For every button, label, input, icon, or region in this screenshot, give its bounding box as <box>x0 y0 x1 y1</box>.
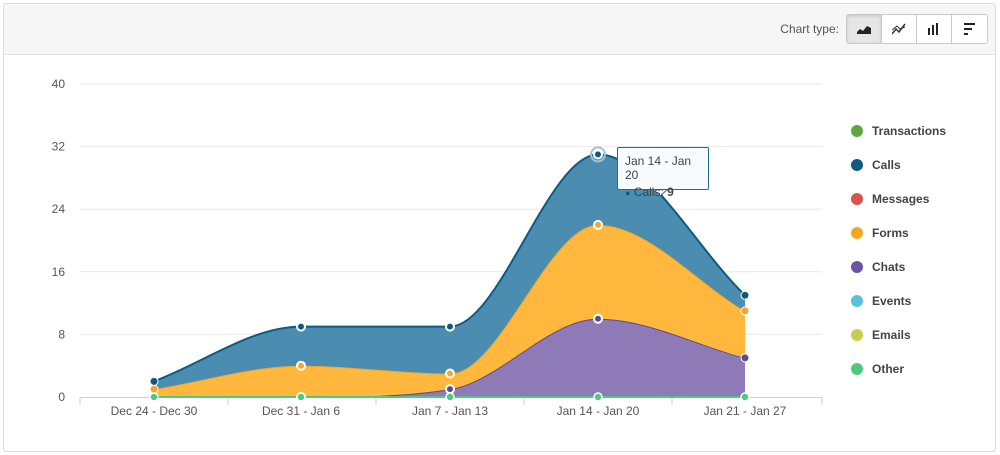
bar-chart-icon <box>928 23 938 35</box>
y-tick-label: 24 <box>52 202 66 216</box>
area-chats <box>154 318 745 397</box>
marker-chats <box>593 313 603 324</box>
chart-type-label: Chart type: <box>780 22 839 36</box>
line-chart-button[interactable] <box>882 15 917 43</box>
legend-dot-icon <box>851 261 863 273</box>
line-forms <box>153 223 746 391</box>
marker-forms <box>149 384 159 394</box>
legend-dot-icon <box>851 159 863 171</box>
legend-item-other[interactable]: Other <box>851 352 946 386</box>
legend-label: Calls <box>872 158 901 172</box>
y-tick-label: 0 <box>58 390 65 404</box>
legend-dot-icon <box>851 329 863 341</box>
x-tick-label: Jan 7 - Jan 13 <box>412 404 488 418</box>
hover-halo <box>590 146 606 163</box>
legend-dot-icon <box>851 227 863 239</box>
tooltip-value: 9 <box>667 185 674 199</box>
horizontal-bar-chart-icon <box>963 23 975 35</box>
marker-calls <box>149 376 159 386</box>
marker-forms <box>740 306 750 316</box>
x-tick-label: Dec 31 - Jan 6 <box>262 404 340 418</box>
chart-type-button-group <box>846 14 988 44</box>
area-chart-button[interactable] <box>847 15 882 43</box>
y-tick-label: 16 <box>52 265 66 279</box>
legend-label: Transactions <box>872 124 947 138</box>
line-chart-icon <box>892 23 906 35</box>
marker-calls <box>740 290 750 300</box>
legend-item-forms[interactable]: Forms <box>851 216 946 250</box>
marker-zero <box>445 392 455 402</box>
tooltip-bullet-icon: ● <box>625 188 631 198</box>
legend-label: Forms <box>872 226 909 240</box>
chart-legend: Transactions Calls Messages Forms Chats Event… <box>851 114 946 386</box>
legend-label: Messages <box>872 192 930 206</box>
marker-calls <box>445 321 455 332</box>
marker-zero <box>296 392 306 402</box>
marker-chats <box>445 384 455 395</box>
y-tick-label: 8 <box>58 327 65 341</box>
legend-label: Emails <box>872 328 911 342</box>
x-tick-label: Jan 21 - Jan 27 <box>704 404 787 418</box>
legend-item-emails[interactable]: Emails <box>851 318 946 352</box>
chart-tooltip: Jan 14 - Jan 20 ● Calls: 9 <box>617 147 709 199</box>
area-forms <box>154 224 745 397</box>
legend-item-events[interactable]: Events <box>851 284 946 318</box>
marker-forms <box>445 368 455 379</box>
legend-label: Other <box>872 362 905 376</box>
x-tick-label: Dec 24 - Dec 30 <box>111 404 198 418</box>
legend-dot-icon <box>851 295 863 307</box>
legend-label: Events <box>872 294 912 308</box>
marker-zero <box>149 392 159 402</box>
tooltip-pointer <box>651 188 669 197</box>
chart-toolbar: Chart type: <box>4 4 995 55</box>
legend-label: Chats <box>872 260 906 274</box>
x-tick-label: Jan 14 - Jan 20 <box>557 404 640 418</box>
y-tick-label: 40 <box>52 77 66 91</box>
marker-forms <box>593 219 603 230</box>
marker-forms <box>296 360 306 371</box>
legend-dot-icon <box>851 363 863 375</box>
tooltip-title: Jan 14 - Jan 20 <box>625 154 692 182</box>
marker-calls <box>593 149 603 160</box>
legend-item-messages[interactable]: Messages <box>851 182 946 216</box>
marker-zero <box>740 392 750 402</box>
tooltip-series: Calls <box>633 185 661 199</box>
legend-dot-icon <box>851 125 863 137</box>
y-tick-label: 32 <box>52 140 66 154</box>
marker-chats <box>740 353 750 363</box>
legend-item-chats[interactable]: Chats <box>851 250 946 284</box>
horizontal-bar-chart-button[interactable] <box>952 15 987 43</box>
legend-item-transactions[interactable]: Transactions <box>851 114 946 148</box>
legend-item-calls[interactable]: Calls <box>851 148 946 182</box>
marker-zero <box>593 392 603 402</box>
marker-calls <box>296 321 306 332</box>
legend-dot-icon <box>851 193 863 205</box>
area-chart-icon <box>857 26 871 34</box>
bar-chart-button[interactable] <box>917 15 952 43</box>
